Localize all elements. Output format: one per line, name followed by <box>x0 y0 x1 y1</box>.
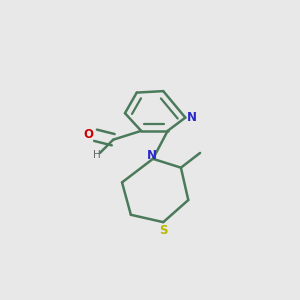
Text: N: N <box>187 111 197 124</box>
Text: N: N <box>146 149 157 162</box>
Text: H: H <box>93 150 101 160</box>
Text: S: S <box>159 224 167 237</box>
Text: O: O <box>83 128 94 141</box>
